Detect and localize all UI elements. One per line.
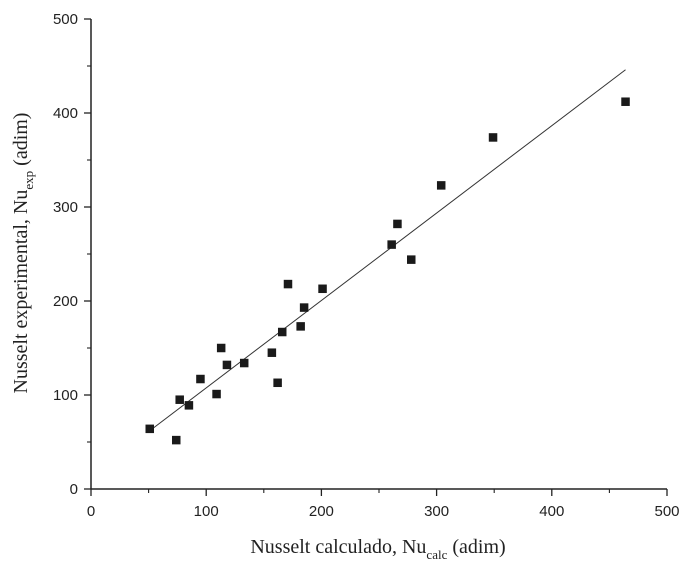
data-point: [621, 97, 630, 106]
data-point: [145, 424, 155, 434]
data-point: [387, 240, 396, 249]
x-tick-label: 100: [194, 503, 219, 520]
x-tick-label: 500: [654, 503, 679, 520]
fit-line-group: [149, 69, 626, 432]
x-tick-label: 300: [424, 503, 449, 520]
data-point: [488, 133, 498, 142]
x-tick-label: 400: [539, 503, 564, 520]
y-tick-label: 400: [53, 105, 78, 122]
data-point: [277, 327, 287, 337]
y-tick-label: 500: [53, 11, 78, 28]
y-tick-label: 200: [53, 293, 78, 310]
data-point: [171, 435, 181, 445]
data-point: [216, 343, 226, 353]
data-point: [318, 284, 327, 294]
data-point: [175, 395, 184, 404]
data-point: [407, 255, 416, 264]
data-point: [273, 378, 282, 388]
data-points: [145, 97, 630, 445]
data-point: [267, 348, 277, 357]
data-point: [296, 322, 305, 331]
ticks: [84, 18, 668, 496]
axes: [90, 19, 667, 490]
data-point: [222, 360, 232, 370]
y-tick-label: 300: [53, 199, 78, 216]
y-tick-label: 100: [53, 387, 78, 404]
data-point: [436, 181, 446, 190]
data-point: [299, 303, 309, 312]
data-point: [212, 389, 221, 399]
y-axis-label: Nusselt experimental, Nuexp (adim): [10, 113, 36, 394]
data-point: [239, 358, 249, 368]
data-point: [184, 401, 194, 410]
data-point: [196, 374, 205, 384]
y-tick-label: 0: [70, 481, 78, 498]
data-point: [283, 279, 293, 289]
x-tick-label: 0: [87, 503, 95, 520]
x-tick-label: 200: [309, 503, 334, 520]
x-axis-label: Nusselt calculado, Nucalc (adim): [250, 536, 505, 561]
tick-labels: 0 100 200 300 400 500 0 100 200 300 400 500: [53, 11, 680, 520]
fit-line: [149, 69, 626, 432]
data-point: [393, 219, 402, 229]
